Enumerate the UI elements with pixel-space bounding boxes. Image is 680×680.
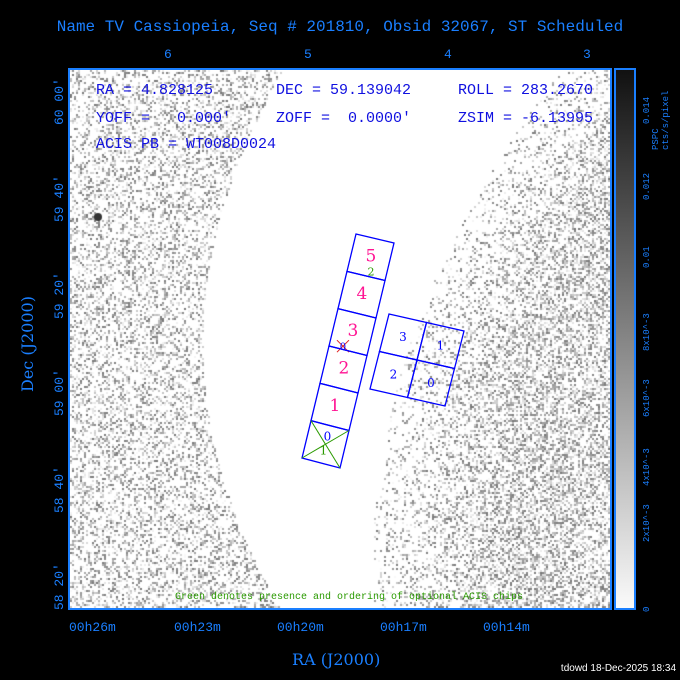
i-chip-label: 1 [437, 339, 445, 353]
optional-chips-note: Green denotes presence and ordering of o… [175, 592, 524, 603]
optional-x-mark [301, 430, 350, 459]
optional-order-label: 0 [324, 429, 332, 443]
dec-tick: 58 40' [52, 466, 67, 513]
dec-tick: 59 00' [52, 369, 67, 416]
optional-order-label: 1 [320, 443, 328, 457]
colorbar-tick: 6x10^-3 [642, 379, 652, 417]
optional-order-label: 2 [367, 265, 374, 278]
i-chip-0 [406, 359, 456, 407]
chart-title: Name TV Cassiopeia, Seq # 201810, Obsid … [56, 18, 624, 36]
ra-tick: 00h20m [277, 620, 324, 635]
s-chip-label: 4 [357, 284, 368, 304]
top-tick: 3 [583, 47, 591, 62]
ra-tick: 00h26m [69, 620, 116, 635]
ra-tick: 00h23m [174, 620, 221, 635]
s-chip-label: 5 [366, 246, 377, 266]
dec-readout: DEC = 59.139042 [276, 82, 412, 99]
i-chip-label: 3 [399, 330, 407, 344]
colorbar-tick: 0 [642, 606, 652, 612]
top-tick: 6 [164, 47, 172, 62]
colorbar-tick: 0.012 [642, 172, 652, 200]
acis-readout: ACIS PB = WT008D0024 [96, 136, 277, 153]
timestamp: tdowd 18-Dec-2025 18:34 [560, 663, 676, 674]
dec-tick: 58 20' [52, 563, 67, 610]
s-chip-label: 1 [330, 396, 341, 416]
x-axis-label: RA (J2000) [292, 650, 381, 669]
yoff-readout: YOFF = 0.000' [96, 110, 232, 127]
top-tick: 4 [444, 47, 452, 62]
colorbar-label: PSPC cts/s/pixel [651, 90, 671, 150]
colorbar [614, 68, 636, 610]
y-axis-label: Dec (J2000) [18, 296, 37, 392]
ra-tick: 00h17m [380, 620, 427, 635]
dec-tick: 59 40' [52, 175, 67, 222]
colorbar-tick: 4x10^-3 [642, 448, 652, 486]
s-chip-label: 2 [339, 359, 350, 379]
dec-tick: 60 00' [52, 78, 67, 125]
zsim-readout: ZSIM = -6.13995 [458, 110, 594, 127]
i-chip-label: 0 [427, 376, 435, 390]
zoff-readout: ZOFF = 0.0000' [276, 110, 412, 127]
optional-order-label: 0 [340, 342, 346, 353]
s-chip-label: 3 [348, 321, 359, 341]
ra-tick: 00h14m [483, 620, 530, 635]
roll-readout: ROLL = 283.2670 [458, 82, 594, 99]
dec-tick: 59 20' [52, 272, 67, 319]
colorbar-tick: 8x10^-3 [642, 313, 652, 351]
red-x-mark [336, 339, 350, 353]
ra-readout: RA = 4.828125 [96, 82, 214, 99]
top-tick: 5 [304, 47, 312, 62]
colorbar-tick: 0.01 [642, 246, 652, 268]
i-chip-label: 2 [390, 368, 398, 382]
xray-image [70, 70, 610, 608]
colorbar-tick: 2x10^-3 [642, 504, 652, 542]
